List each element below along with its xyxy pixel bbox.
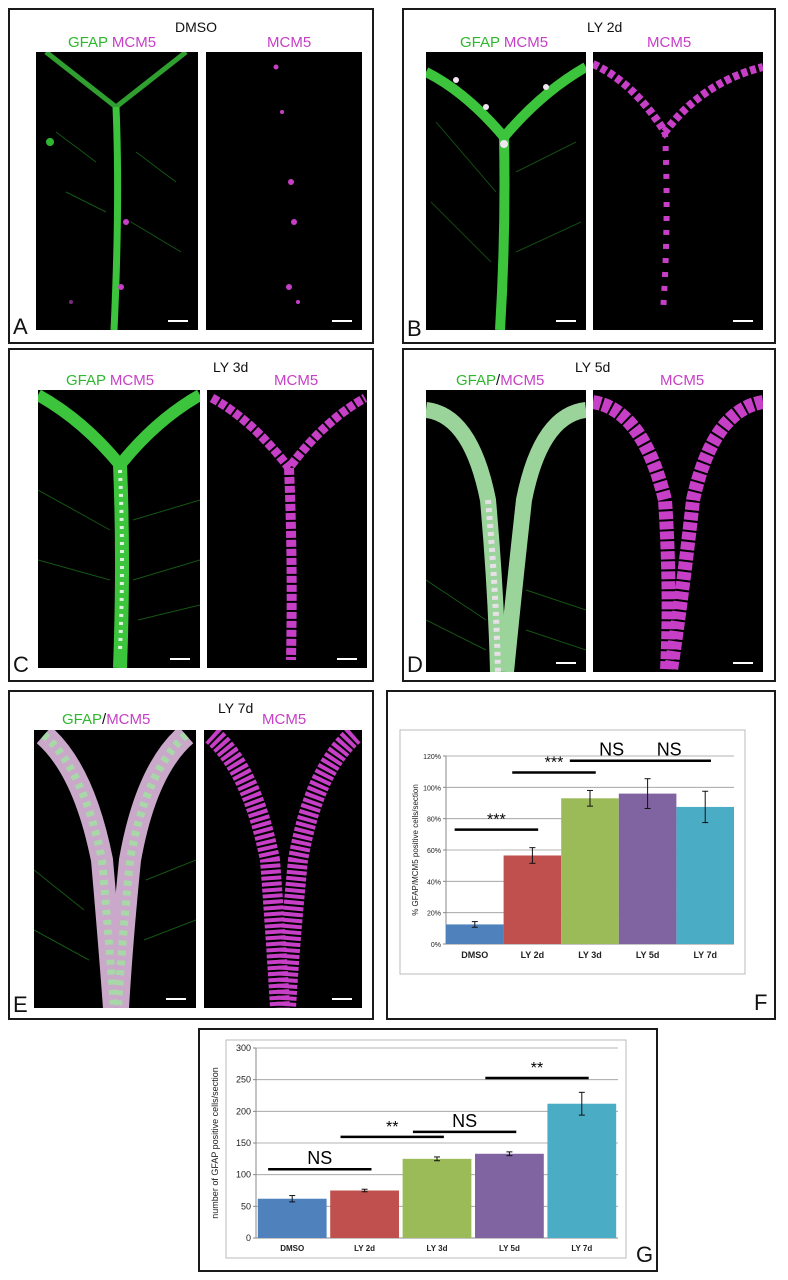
panel-b-merge-image [426,52,586,330]
panel-d-merge-image [426,390,586,672]
y-axis-label: % GFAP/MCM5 positive cells/section [411,784,420,916]
mcm5-image-ly7d [205,730,361,1008]
panel-b-mcm5-label: MCM5 [647,34,692,51]
x-tick-label: LY 3d [427,1244,448,1253]
panel-a-merge-image [36,52,198,330]
y-tick-label: 150 [236,1138,251,1148]
panel-e: LY 7d GFAP/MCM5 MCM5 E [8,690,374,1020]
mcm5-image-ly5d [593,395,763,672]
panel-a: DMSO GFAP MCM5 MCM5 A [8,8,374,344]
panel-c-mcm5-image [207,390,367,668]
x-tick-label: DMSO [461,950,488,960]
significance-label: NS [599,740,624,760]
bar-dmso [257,1198,327,1238]
panel-g-letter: G [636,1242,654,1267]
bar-dmso [446,924,504,944]
merge-image-ly7d [34,730,196,1008]
significance-label: ** [531,1060,543,1077]
merge-image-ly2d [426,62,586,330]
panel-d-mcm5-label: MCM5 [660,372,705,389]
bar-ly-3d [561,798,619,944]
y-tick-label: 0 [246,1233,251,1243]
significance-label: NS [657,740,682,760]
merge-image-dmso [44,52,188,330]
y-tick-label: 20% [427,911,441,918]
panel-b-letter: B [407,316,422,341]
y-tick-label: 100 [236,1170,251,1180]
panel-d-merge-label: GFAP/MCM5 [456,372,545,389]
panel-b-mcm5-image [593,52,763,330]
panel-b-merge-label: GFAP MCM5 [460,34,549,51]
panel-a-title: DMSO [175,19,217,35]
y-tick-label: 80% [427,817,441,824]
bar-ly-3d [402,1158,472,1238]
x-tick-label: LY 3d [578,950,602,960]
bar-ly-5d [475,1153,544,1238]
significance-label: NS [307,1148,332,1168]
panel-f-letter: F [754,990,768,1015]
significance-label: NS [452,1111,477,1131]
x-tick-label: LY 5d [499,1244,520,1253]
bar-ly-7d [676,806,734,944]
x-tick-label: LY 7d [693,950,717,960]
panel-e-letter: E [13,992,28,1017]
y-tick-label: 60% [427,848,441,855]
panel-d: LY 5d GFAP/MCM5 MCM5 D [402,348,776,682]
merge-image-ly3d [38,390,200,668]
mcm5-image-ly2d [593,60,763,313]
y-tick-label: 200 [236,1106,251,1116]
panel-e-mcm5-image [204,730,362,1008]
panel-b-title: LY 2d [587,19,623,35]
panel-d-mcm5-image [593,390,763,672]
chart-g-svg: 0 50 100 150 200 250 300 number of GFAP positiv… [210,1039,627,1259]
x-tick-label: LY 2d [354,1244,375,1253]
y-tick-label: 50 [241,1201,251,1211]
panel-d-title: LY 5d [575,359,611,375]
panel-a-mcm5-label: MCM5 [267,34,312,51]
bar-ly-5d [618,793,677,944]
merge-image-ly5d [426,402,586,672]
y-axis-label: number of GFAP positive cells/section [210,1067,220,1218]
panel-a-mcm5-image [206,52,362,330]
panel-c-merge-label: GFAP MCM5 [66,372,155,389]
panel-c-merge-image [38,390,200,668]
panel-e-merge-label: GFAP/MCM5 [62,711,151,728]
panel-e-merge-image [34,730,196,1008]
y-tick-label: 300 [236,1043,251,1053]
chart-f-svg: 0% 20% 40% 60% 80% 100% 120% % GFAP/MCM5 positi… [399,729,746,975]
panel-e-title: LY 7d [218,700,254,716]
panel-c-letter: C [13,652,29,677]
bar-ly-2d [330,1190,399,1238]
panel-g: 0 50 100 150 200 250 300 number of GFAP positiv… [198,1028,658,1272]
x-tick-label: DMSO [280,1244,304,1253]
panel-d-letter: D [407,652,423,677]
bar-ly-2d [503,855,562,944]
y-tick-label: 120% [423,754,441,761]
x-tick-label: LY 5d [636,950,660,960]
x-tick-label: LY 7d [571,1244,592,1253]
y-tick-label: 40% [427,879,441,886]
significance-label: *** [487,812,506,829]
significance-label: *** [545,754,564,771]
y-tick-label: 0% [431,942,441,949]
panel-c-title: LY 3d [213,359,249,375]
panel-c: LY 3d GFAP MCM5 MCM5 C [8,348,374,682]
mcm5-image-dmso [273,64,300,304]
panel-f: 0% 20% 40% 60% 80% 100% 120% % GFAP/MCM5 positi… [386,690,776,1020]
x-tick-label: LY 2d [521,950,545,960]
panel-a-letter: A [13,314,28,339]
panel-b: LY 2d GFAP MCM5 MCM5 B [402,8,776,344]
bar-ly-7d [547,1103,617,1238]
panel-e-mcm5-label: MCM5 [262,711,307,728]
mcm5-image-ly3d [209,394,367,661]
significance-label: ** [386,1119,398,1136]
panel-a-merge-label: GFAP MCM5 [68,34,157,51]
chart-f: 0% 20% 40% 60% 80% 100% 120% % GFAP/MCM5 positi… [396,724,752,984]
y-tick-label: 100% [423,785,441,792]
y-tick-label: 250 [236,1075,251,1085]
chart-g: 0 50 100 150 200 250 300 number of GFAP positiv… [204,1036,632,1264]
panel-c-mcm5-label: MCM5 [274,372,319,389]
